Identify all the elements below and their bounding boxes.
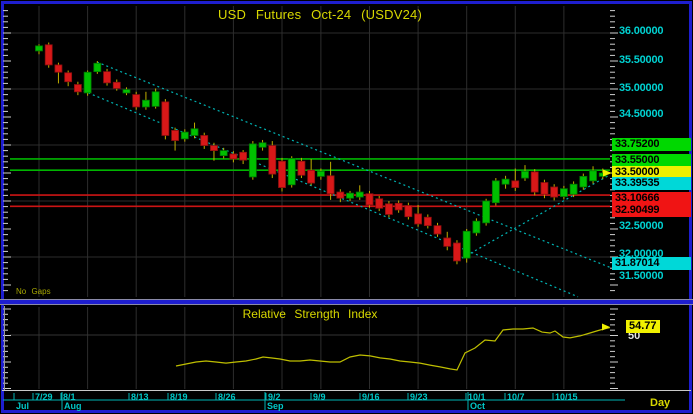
price-axis-badge: 33.39535 <box>612 177 691 190</box>
interval-label[interactable]: Day <box>650 397 671 409</box>
month-label: Sep <box>267 401 284 411</box>
price-axis-label: 31.50000 <box>619 270 664 282</box>
panel-separator <box>0 299 693 305</box>
date-label: 9/9 <box>313 392 326 402</box>
price-axis-badge: 33.50000 <box>612 166 691 179</box>
price-axis-label: 35.00000 <box>619 82 664 94</box>
date-label: 7/29 <box>35 392 53 402</box>
rsi-panel-border <box>2 390 691 391</box>
price-axis-label: 35.50000 <box>619 54 664 66</box>
rsi-midline-label: 50 <box>628 330 641 342</box>
month-label: Aug <box>64 401 82 411</box>
price-axis-label: 32.50000 <box>619 220 664 232</box>
date-label: 10/1 <box>468 392 486 402</box>
date-label: 9/2 <box>268 392 281 402</box>
date-label: 10/7 <box>507 392 525 402</box>
date-label: 9/23 <box>410 392 428 402</box>
chart-title: USD Futures Oct-24 (USDV24) <box>217 7 422 22</box>
date-label: 8/1 <box>63 392 76 402</box>
rsi-value-badge: 54.77 <box>626 320 660 333</box>
price-axis-badge: 31.87014 <box>612 257 691 270</box>
month-label: Oct <box>470 401 486 411</box>
date-label: 8/19 <box>170 392 188 402</box>
date-label: 8/26 <box>218 392 236 402</box>
price-axis-badge: 32.90499 <box>612 204 691 217</box>
rsi-panel-border-left <box>4 306 5 390</box>
price-axis-badge: 33.10666 <box>612 192 691 205</box>
date-label: 8/13 <box>131 392 149 402</box>
rsi-title: Relative Strength Index <box>242 307 378 321</box>
no-gaps-label: No Gaps <box>16 287 51 296</box>
date-label: 9/16 <box>362 392 380 402</box>
date-label: 10/15 <box>555 392 578 402</box>
price-axis-badge: 33.75200 <box>612 138 691 151</box>
price-axis-label: 34.50000 <box>619 108 664 120</box>
price-axis-label: 36.00000 <box>619 25 664 37</box>
price-axis-badge: 33.55000 <box>612 154 691 167</box>
month-label: Jul <box>16 401 30 411</box>
